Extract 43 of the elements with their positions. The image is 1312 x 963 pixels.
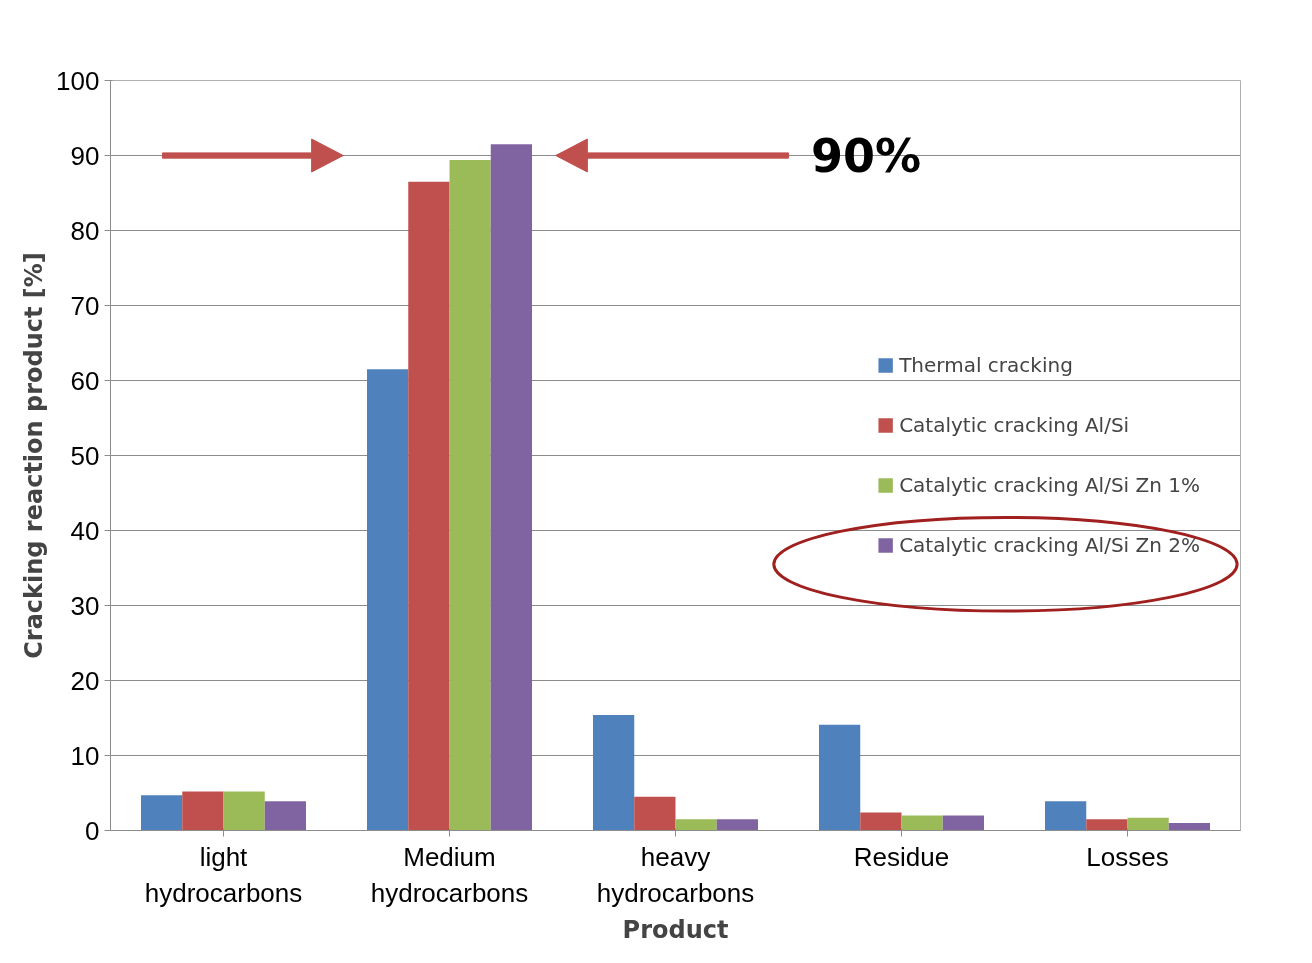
bar [1086, 819, 1128, 831]
bar [593, 715, 635, 831]
bar [1045, 801, 1087, 831]
bar [449, 160, 491, 831]
bar [367, 369, 409, 831]
x-axis-title: Product [622, 915, 729, 944]
y-tick-label: 20 [70, 665, 100, 696]
bar [408, 181, 450, 831]
legend-label: Catalytic cracking Al/Si [899, 413, 1130, 437]
x-tick-label: heavy hydrocarbons [596, 841, 755, 908]
bar [490, 144, 532, 831]
y-tick-label: 90 [70, 140, 100, 171]
x-tick-label: Losses [1086, 841, 1169, 872]
y-tick-label: 60 [70, 365, 100, 396]
y-tick-label: 70 [70, 290, 100, 321]
bar [942, 815, 984, 831]
bar [1127, 817, 1169, 831]
y-tick-label: 50 [70, 440, 100, 471]
x-tick-label: Medium hydrocarbons [370, 841, 529, 908]
bar [901, 815, 943, 831]
x-tick-label: Residue [853, 841, 950, 872]
ref-line-label: 90% [811, 128, 922, 183]
legend-label: Catalytic cracking Al/Si Zn 2% [899, 533, 1200, 557]
legend-label: Catalytic cracking Al/Si Zn 1% [899, 473, 1200, 497]
bar [634, 796, 676, 831]
bar [716, 819, 758, 831]
bar [860, 812, 902, 831]
y-axis-title: Cracking reaction product [%] [20, 252, 49, 659]
bar [264, 801, 306, 831]
y-tick-label: 30 [70, 590, 100, 621]
y-tick-label: 80 [70, 215, 100, 246]
bar [141, 795, 183, 831]
y-tick-label: 10 [70, 740, 100, 771]
bar [675, 819, 717, 831]
y-tick-label: 0 [85, 815, 100, 846]
bar [1168, 823, 1210, 831]
bar [819, 724, 861, 831]
y-tick-label: 40 [70, 515, 100, 546]
bar [182, 791, 224, 831]
legend-label: Thermal cracking [899, 353, 1073, 377]
y-tick-label: 100 [56, 65, 100, 96]
bar [223, 791, 265, 831]
x-tick-label: light hydrocarbons [144, 841, 303, 908]
